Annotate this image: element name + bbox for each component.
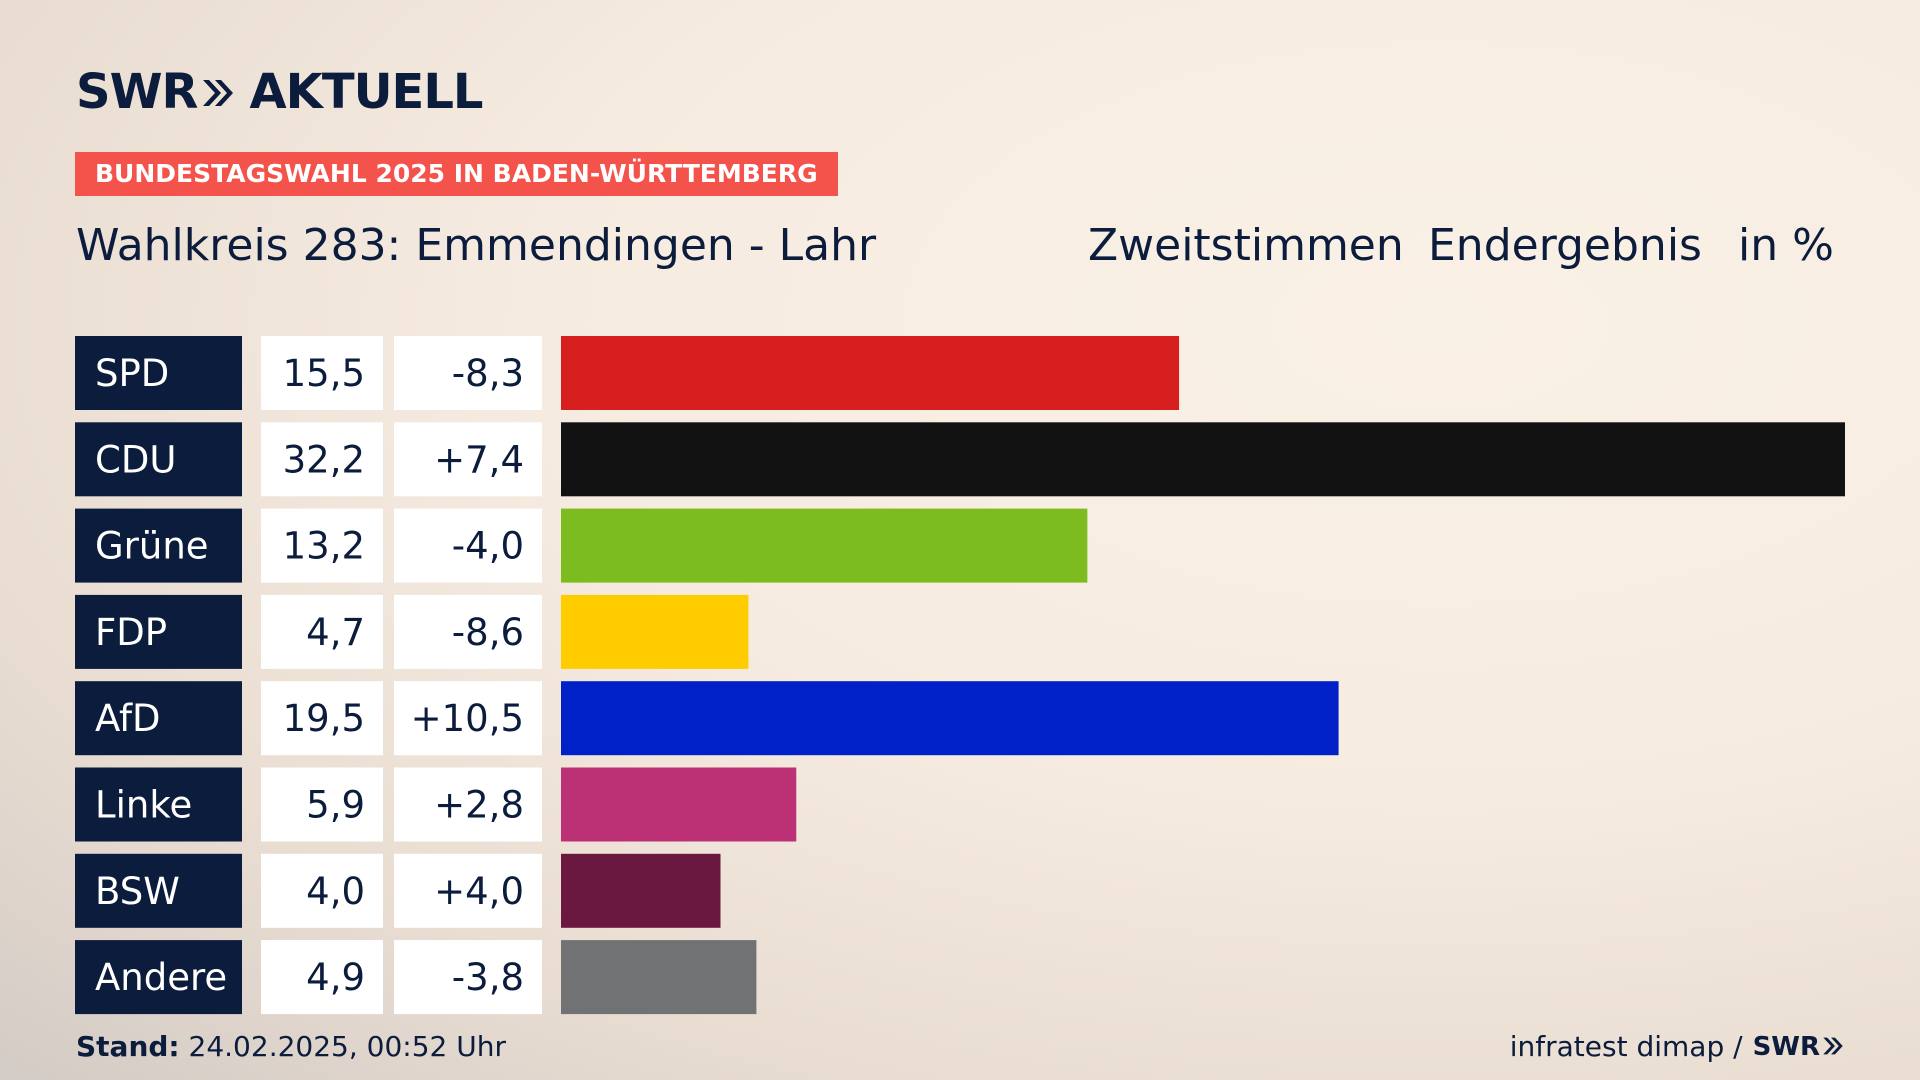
value-box: [261, 940, 383, 1015]
bar-andere: [561, 940, 757, 1015]
party-label-box: [75, 853, 242, 928]
value-label: 32,2: [283, 438, 365, 481]
source-brand: SWR: [1752, 1031, 1820, 1062]
change-label: +2,8: [434, 784, 524, 827]
change-label: +10,5: [411, 697, 524, 740]
change-box: [394, 508, 542, 583]
change-box: [394, 767, 542, 842]
party-label-box: [75, 681, 242, 756]
party-label: Linke: [95, 784, 192, 827]
party-label: CDU: [95, 438, 176, 481]
change-label: -3,8: [452, 956, 524, 999]
value-box: [261, 853, 383, 928]
value-label: 15,5: [283, 352, 365, 395]
party-label: Grüne: [95, 525, 209, 568]
result-type-label: Endergebnis: [1428, 220, 1702, 271]
bar-grüne: [561, 508, 1088, 583]
value-label: 4,0: [306, 870, 365, 913]
party-label: AfD: [95, 697, 161, 740]
value-box: [261, 422, 383, 497]
change-label: +7,4: [434, 438, 524, 481]
bar-linke: [561, 767, 797, 842]
party-label-box: [75, 594, 242, 669]
logo-swr-text: SWR: [76, 64, 198, 120]
party-label-box: [75, 508, 242, 583]
change-box: [394, 422, 542, 497]
logo-aktuell-text: AKTUELL: [249, 64, 483, 120]
timestamp: Stand: 24.02.2025, 00:52 Uhr: [76, 1030, 506, 1063]
change-label: -8,3: [452, 352, 524, 395]
value-box: [261, 508, 383, 583]
party-label: Andere: [95, 956, 227, 999]
value-box: [261, 767, 383, 842]
value-label: 4,7: [306, 611, 365, 654]
change-box: [394, 681, 542, 756]
constituency-title: Wahlkreis 283: Emmendingen - Lahr: [76, 220, 877, 271]
change-box: [394, 336, 542, 410]
change-label: -4,0: [452, 525, 524, 568]
change-box: [394, 594, 542, 669]
party-label: SPD: [95, 352, 169, 395]
value-box: [261, 336, 383, 410]
party-label: BSW: [95, 870, 180, 913]
change-label: -8,6: [452, 611, 524, 654]
vote-type-label: Zweitstimmen: [1088, 220, 1404, 271]
stand-value: 24.02.2025, 00:52 Uhr: [188, 1030, 506, 1063]
value-label: 5,9: [306, 784, 365, 827]
party-label-box: [75, 940, 242, 1015]
double-chevron-icon: [201, 64, 235, 120]
stand-label: Stand:: [76, 1030, 180, 1063]
election-banner: BUNDESTAGSWAHL 2025 IN BADEN-WÜRTTEMBERG: [75, 152, 838, 196]
change-box: [394, 853, 542, 928]
value-box: [261, 681, 383, 756]
bar-bsw: [561, 853, 721, 928]
source-credit: infratest dimap / SWR: [1510, 1030, 1844, 1063]
bar-spd: [561, 336, 1180, 410]
change-box: [394, 940, 542, 1015]
value-label: 13,2: [283, 525, 365, 568]
change-label: +4,0: [434, 870, 524, 913]
party-label: FDP: [95, 611, 167, 654]
unit-label: in %: [1738, 220, 1834, 271]
bar-cdu: [561, 422, 1845, 497]
swr-aktuell-logo: SWR AKTUELL: [76, 64, 484, 120]
bar-fdp: [561, 594, 749, 669]
bar-afd: [561, 681, 1339, 756]
party-label-box: [75, 336, 242, 410]
party-label-box: [75, 422, 242, 497]
value-label: 19,5: [283, 697, 365, 740]
small-chevron-icon: [1822, 1030, 1844, 1063]
value-box: [261, 594, 383, 669]
party-label-box: [75, 767, 242, 842]
source-text: infratest dimap /: [1509, 1030, 1743, 1063]
value-label: 4,9: [306, 956, 365, 999]
